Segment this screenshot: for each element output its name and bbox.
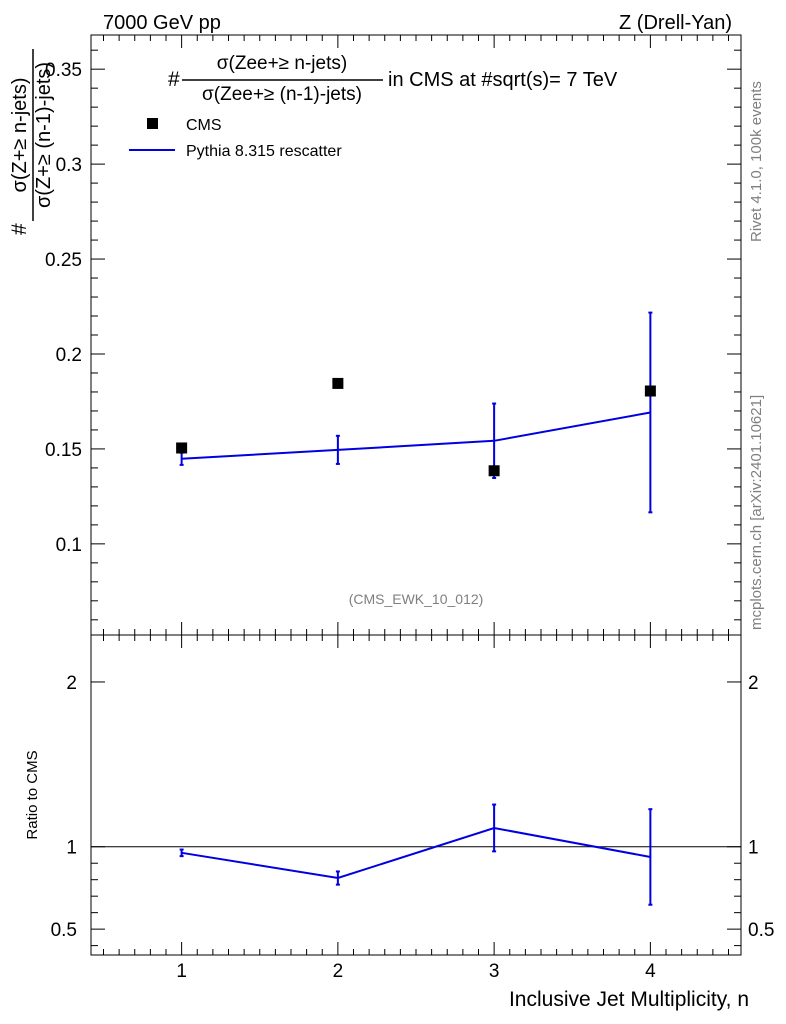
- legend-cms-marker: [147, 118, 158, 129]
- ratio-xtick-label: 3: [489, 961, 500, 982]
- ratio-ytick-label-left: 2: [66, 673, 77, 694]
- header-right: Z (Drell-Yan): [619, 12, 732, 34]
- legend-cms-label: CMS: [186, 117, 222, 134]
- ratio-plot-frame: [90, 634, 742, 956]
- ratio-xtick-label: 2: [333, 961, 344, 982]
- ylabel-hash: #: [8, 223, 31, 235]
- main-ytick-label: 0.35: [45, 60, 82, 81]
- ylabel-denominator: σ(Z+≥ (n-1)-jets): [33, 62, 55, 208]
- ratio-xtick-label: 1: [176, 961, 187, 982]
- rivet-label: Rivet 4.1.0, 100k events: [748, 81, 765, 242]
- cms-data-point: [332, 377, 344, 389]
- plot-title: # σ(Zee+≥ n-jets) σ(Zee+≥ (n-1)-jets) in…: [168, 53, 618, 105]
- ratio-axes: 1 2 3 4 0.5 0.5 1 1 2 2: [51, 635, 774, 982]
- ratio-ylabel: Ratio to CMS: [24, 750, 41, 839]
- ratio-xtick-label: 4: [645, 961, 656, 982]
- main-axes: 0.1 0.15 0.2 0.25 0.3 0.35: [45, 35, 741, 635]
- main-ytick-label: 0.25: [45, 250, 82, 271]
- ratio-line: [181, 826, 651, 880]
- pythia-line: [181, 411, 651, 460]
- ratio-ytick-label-right: 1: [748, 838, 759, 859]
- title-denominator: σ(Zee+≥ (n-1)-jets): [202, 84, 362, 105]
- cms-data-point: [644, 385, 656, 397]
- title-numerator: σ(Zee+≥ n-jets): [217, 53, 347, 74]
- cms-data-point: [488, 465, 500, 477]
- header-left: 7000 GeV pp: [103, 12, 221, 34]
- x-axis-label: Inclusive Jet Multiplicity, n: [509, 988, 749, 1011]
- analysis-id: (CMS_EWK_10_012): [349, 591, 484, 607]
- mcplots-label: mcplots.cern.ch [arXiv:2401.10621]: [748, 395, 765, 630]
- ylabel-numerator: σ(Z+≥ n-jets): [9, 78, 31, 193]
- legend: CMS Pythia 8.315 rescatter: [129, 117, 342, 160]
- legend-pythia-label: Pythia 8.315 rescatter: [186, 143, 342, 160]
- ratio-ytick-label-left: 0.5: [51, 920, 77, 941]
- main-ytick-label: 0.3: [56, 155, 82, 176]
- ratio-ytick-label-left: 1: [66, 838, 77, 859]
- ratio-ytick-label-right: 2: [748, 673, 759, 694]
- main-ylabel: # σ(Z+≥ n-jets) σ(Z+≥ (n-1)-jets): [8, 49, 55, 235]
- cms-data-point: [176, 442, 188, 454]
- title-hash: #: [168, 68, 180, 91]
- main-ytick-label: 0.1: [56, 535, 82, 556]
- main-ytick-label: 0.2: [56, 345, 82, 366]
- main-ytick-label: 0.15: [45, 440, 82, 461]
- title-suffix: in CMS at #sqrt(s)= 7 TeV: [388, 69, 618, 91]
- ratio-ytick-label-right: 0.5: [748, 920, 774, 941]
